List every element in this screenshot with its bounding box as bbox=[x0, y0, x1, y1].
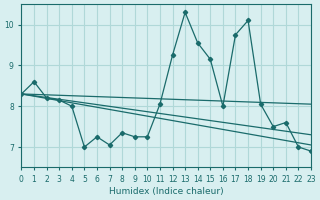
X-axis label: Humidex (Indice chaleur): Humidex (Indice chaleur) bbox=[109, 187, 224, 196]
